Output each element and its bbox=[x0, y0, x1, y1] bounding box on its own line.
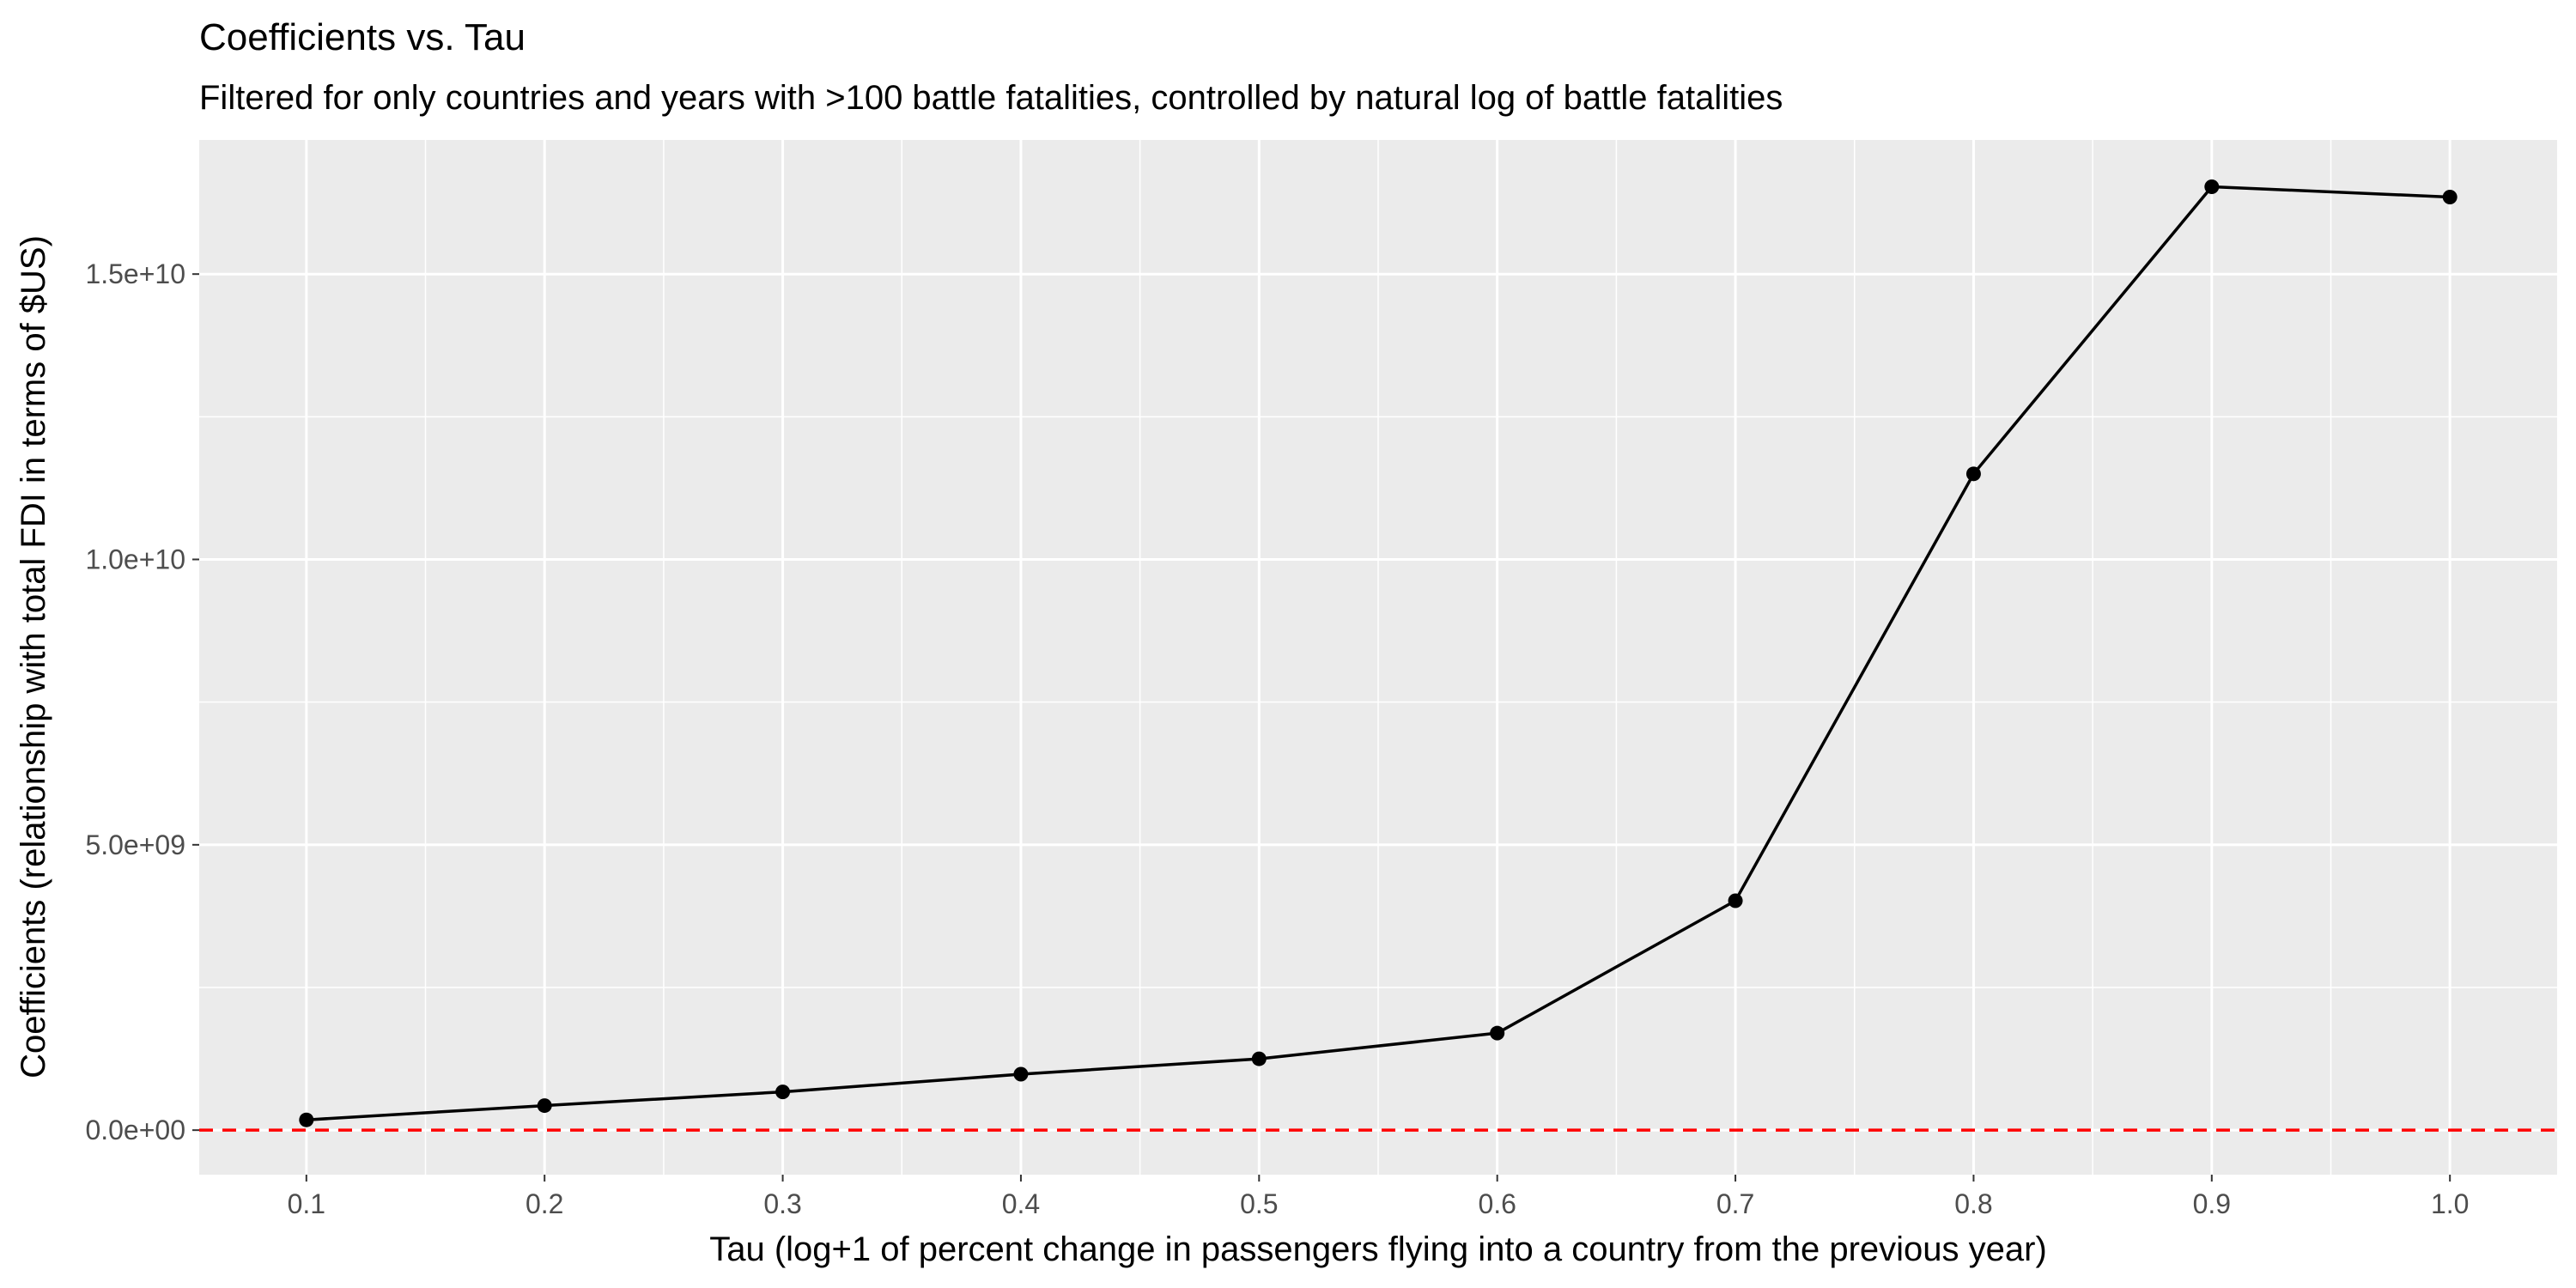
series-line bbox=[306, 185, 2451, 1121]
x-tick-label: 1.0 bbox=[2431, 1188, 2469, 1219]
y-tick-label: 5.0e+09 bbox=[85, 829, 185, 860]
data-point bbox=[1490, 1025, 1505, 1041]
data-point bbox=[299, 1112, 314, 1127]
chart-title: Coefficients vs. Tau bbox=[199, 16, 526, 58]
data-point bbox=[2442, 189, 2458, 204]
x-tick-label: 0.7 bbox=[1716, 1188, 1754, 1219]
x-tick-label: 0.3 bbox=[763, 1188, 801, 1219]
x-axis: 0.1 0.2 0.3 0.4 0.5 0.6 0.7 0.8 0.9 1.0 bbox=[288, 1175, 2469, 1219]
data-point bbox=[775, 1084, 791, 1100]
grid-major bbox=[199, 140, 2557, 1175]
x-tick-label: 0.2 bbox=[526, 1188, 563, 1219]
x-tick-label: 0.4 bbox=[1002, 1188, 1040, 1219]
grid-minor bbox=[199, 140, 2557, 1175]
x-tick-label: 0.9 bbox=[2193, 1188, 2231, 1219]
x-tick-label: 0.5 bbox=[1240, 1188, 1278, 1219]
x-tick-label: 0.6 bbox=[1478, 1188, 1516, 1219]
chart-subtitle: Filtered for only countries and years wi… bbox=[199, 79, 1783, 117]
y-axis-title: Coefficients (relationship with total FD… bbox=[15, 235, 52, 1078]
points-group bbox=[299, 179, 2458, 1127]
data-point bbox=[537, 1098, 552, 1114]
data-point bbox=[1251, 1051, 1267, 1066]
data-point bbox=[1965, 466, 1981, 482]
x-tick-label: 0.1 bbox=[288, 1188, 325, 1219]
y-axis: 0.0e+00 5.0e+09 1.0e+10 1.5e+10 bbox=[85, 258, 199, 1145]
y-tick-label: 1.5e+10 bbox=[85, 258, 185, 289]
x-axis-title: Tau (log+1 of percent change in passenge… bbox=[709, 1230, 2047, 1268]
data-point bbox=[2204, 179, 2220, 195]
y-tick-label: 1.0e+10 bbox=[85, 544, 185, 575]
data-point bbox=[1728, 893, 1743, 908]
x-tick-label: 0.8 bbox=[1954, 1188, 1992, 1219]
data-point bbox=[1013, 1066, 1029, 1082]
series-group bbox=[306, 185, 2451, 1121]
y-tick-label: 0.0e+00 bbox=[85, 1115, 185, 1145]
